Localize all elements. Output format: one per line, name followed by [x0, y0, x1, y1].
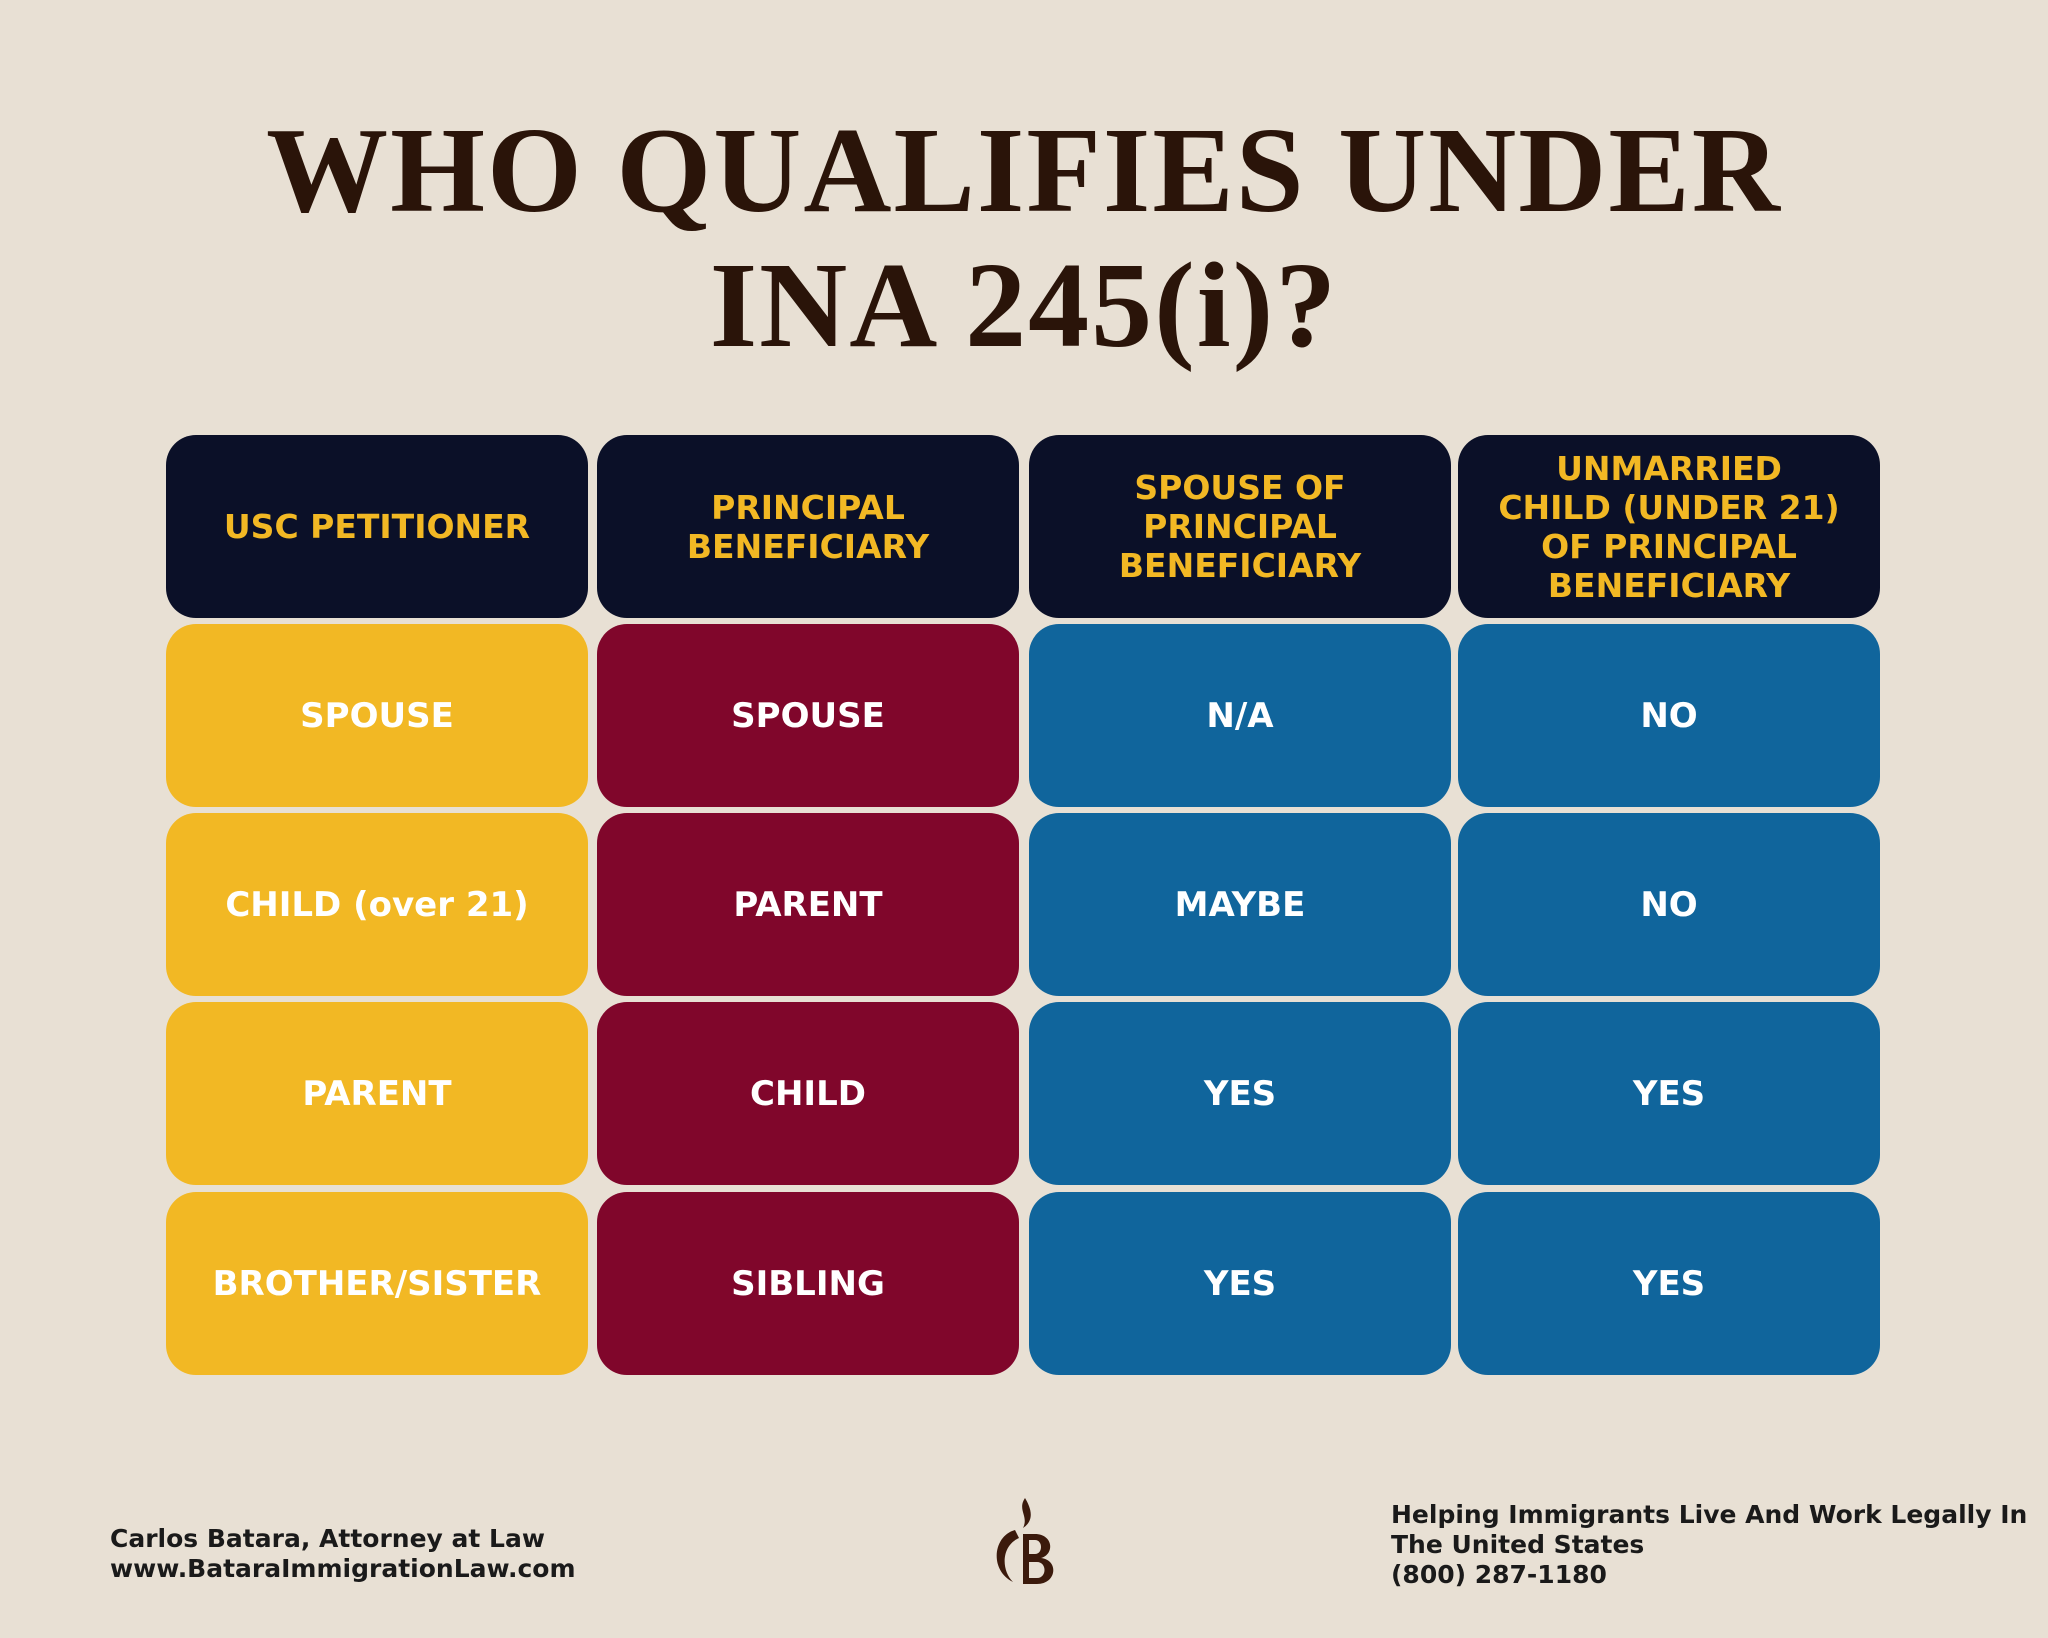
title-line: INA 245(i)? [709, 238, 1339, 373]
table-cell: SIBLING [597, 1192, 1019, 1375]
table-cell: PARENT [597, 813, 1019, 996]
title-line: WHO QUALIFIES UNDER [266, 103, 1782, 238]
footer-right: Helping Immigrants Live And Work Legally… [1391, 1500, 2027, 1590]
header-cell: USC PETITIONER [166, 435, 588, 618]
footer-left: Carlos Batara, Attorney at Law www.Batar… [110, 1524, 576, 1584]
table-cell: SPOUSE [166, 624, 588, 807]
table-cell: CHILD (over 21) [166, 813, 588, 996]
table-cell: SPOUSE [597, 624, 1019, 807]
table-cell: YES [1458, 1192, 1880, 1375]
header-cell: UNMARRIED CHILD (UNDER 21) OF PRINCIPAL … [1458, 435, 1880, 618]
table-cell: CHILD [597, 1002, 1019, 1185]
logo [996, 1498, 1054, 1584]
table-cell: YES [1029, 1192, 1451, 1375]
table-cell: NO [1458, 813, 1880, 996]
table-cell: NO [1458, 624, 1880, 807]
footer-text: The United States [1391, 1530, 1645, 1559]
table-cell: PARENT [166, 1002, 588, 1185]
table-cell: YES [1029, 1002, 1451, 1185]
table-cell: BROTHER/SISTER [166, 1192, 588, 1375]
footer-text: Helping Immigrants Live And Work Legally… [1391, 1500, 2028, 1529]
table-cell: N/A [1029, 624, 1451, 807]
footer-text: www.BataraImmigrationLaw.com [110, 1554, 576, 1583]
table-cell: YES [1458, 1002, 1880, 1185]
header-cell: SPOUSE OF PRINCIPAL BENEFICIARY [1029, 435, 1451, 618]
header-cell: PRINCIPAL BENEFICIARY [597, 435, 1019, 618]
table-cell: MAYBE [1029, 813, 1451, 996]
footer-text: Carlos Batara, Attorney at Law [110, 1524, 545, 1553]
footer-text: (800) 287-1180 [1391, 1560, 1607, 1589]
